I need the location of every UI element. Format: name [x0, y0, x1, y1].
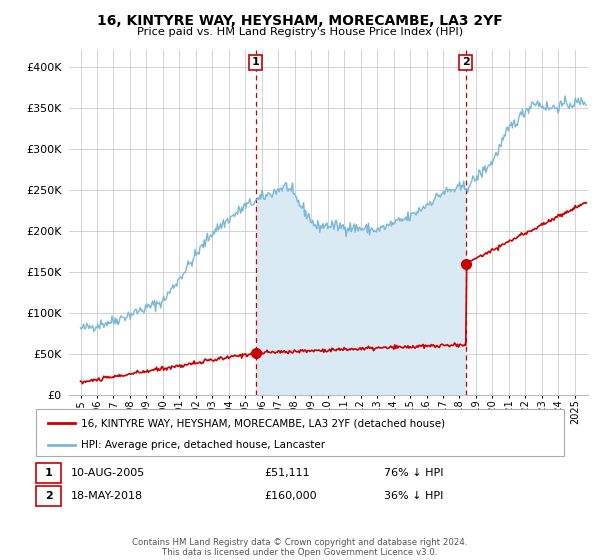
- Text: 2: 2: [45, 491, 52, 501]
- Text: 1: 1: [45, 468, 52, 478]
- Text: 10-AUG-2005: 10-AUG-2005: [71, 468, 145, 478]
- Text: 16, KINTYRE WAY, HEYSHAM, MORECAMBE, LA3 2YF: 16, KINTYRE WAY, HEYSHAM, MORECAMBE, LA3…: [97, 14, 503, 28]
- Text: £51,111: £51,111: [264, 468, 310, 478]
- Text: 18-MAY-2018: 18-MAY-2018: [71, 491, 143, 501]
- Text: Contains HM Land Registry data © Crown copyright and database right 2024.
This d: Contains HM Land Registry data © Crown c…: [132, 538, 468, 557]
- Text: £160,000: £160,000: [264, 491, 317, 501]
- Text: 1: 1: [251, 58, 259, 67]
- Text: 16, KINTYRE WAY, HEYSHAM, MORECAMBE, LA3 2YF (detached house): 16, KINTYRE WAY, HEYSHAM, MORECAMBE, LA3…: [81, 418, 445, 428]
- Text: Price paid vs. HM Land Registry's House Price Index (HPI): Price paid vs. HM Land Registry's House …: [137, 27, 463, 37]
- Text: HPI: Average price, detached house, Lancaster: HPI: Average price, detached house, Lanc…: [81, 440, 325, 450]
- Text: 76% ↓ HPI: 76% ↓ HPI: [384, 468, 443, 478]
- Text: 2: 2: [462, 58, 470, 67]
- Text: 36% ↓ HPI: 36% ↓ HPI: [384, 491, 443, 501]
